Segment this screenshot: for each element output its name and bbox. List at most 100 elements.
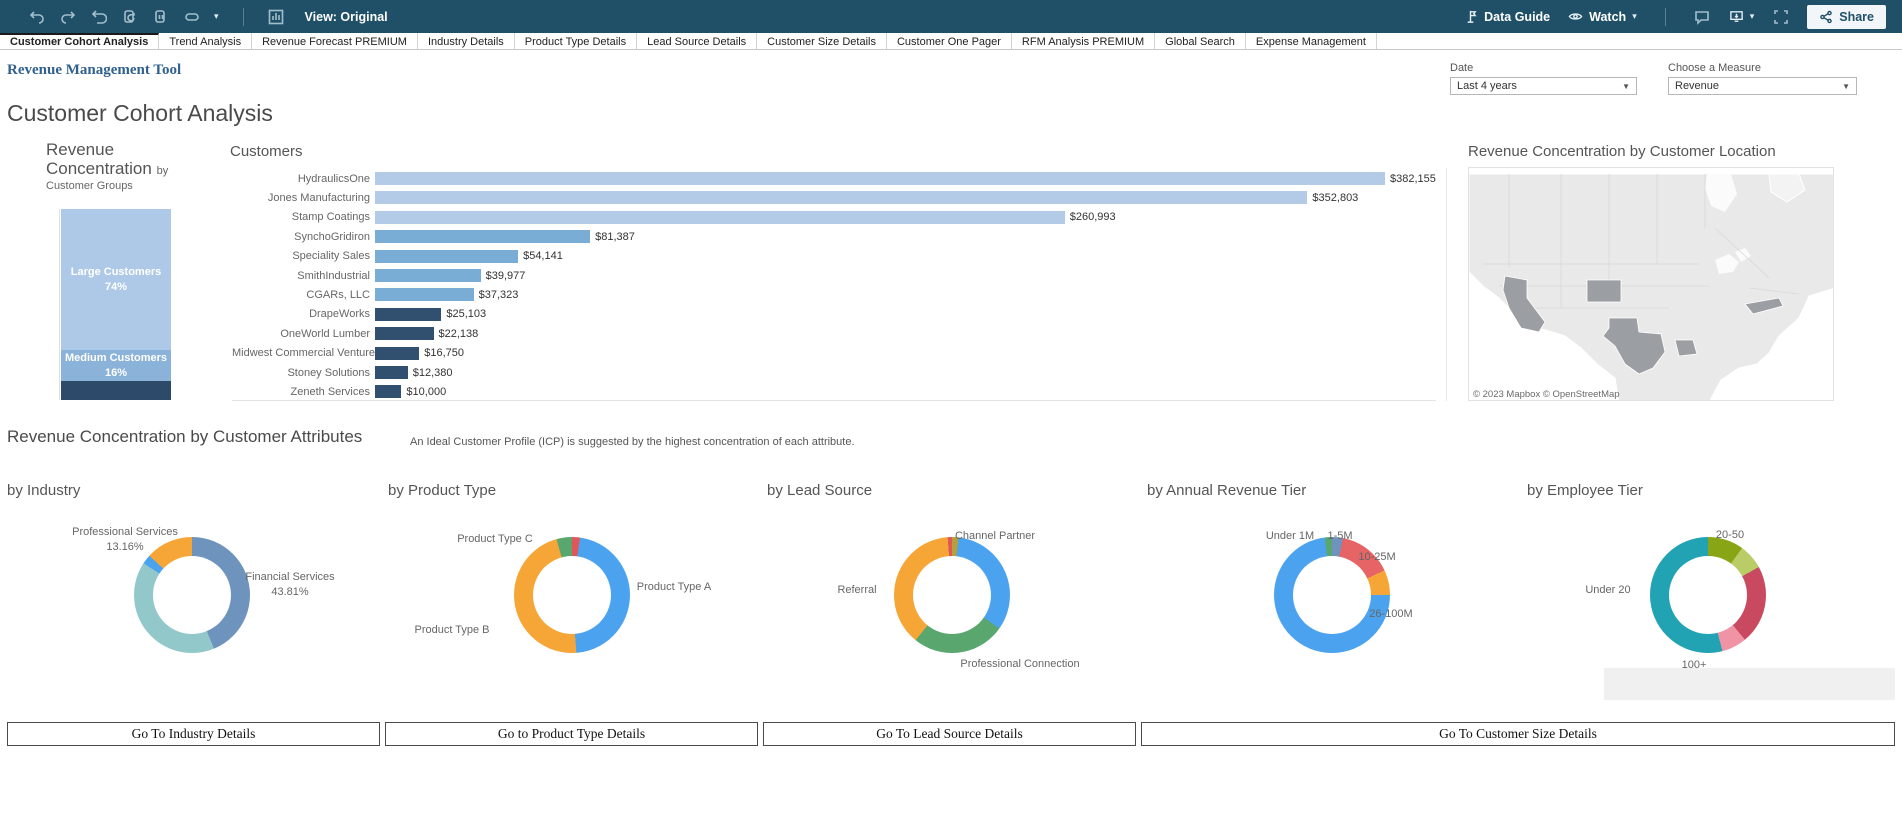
map-attribution: © 2023 Mapbox © OpenStreetMap bbox=[1473, 389, 1620, 400]
donut-hole bbox=[1293, 556, 1371, 634]
customer-label: DrapeWorks bbox=[309, 308, 370, 321]
customer-bar[interactable] bbox=[375, 249, 519, 263]
state-california bbox=[1502, 275, 1546, 333]
donut-title-donut-annual-revenue-tier: by Annual Revenue Tier bbox=[1147, 482, 1307, 499]
tab-industry-details[interactable]: Industry Details bbox=[418, 33, 515, 49]
download-icon bbox=[1729, 11, 1743, 22]
share-button[interactable]: Share bbox=[1807, 4, 1886, 29]
donut-label: Product Type A bbox=[636, 581, 712, 593]
donut-label: Product Type B bbox=[414, 624, 490, 636]
hover-highlight-strip bbox=[1604, 668, 1895, 700]
donut-label: Under 1M bbox=[1265, 530, 1315, 542]
donut-title-donut-lead-source: by Lead Source bbox=[767, 482, 873, 499]
donut-lead-source[interactable] bbox=[894, 537, 1010, 653]
customer-location-map[interactable] bbox=[1468, 167, 1834, 401]
download-button[interactable]: ▾ bbox=[1729, 9, 1754, 24]
donut-label: Financial Services 43.81% bbox=[245, 571, 335, 598]
watch-button[interactable]: Watch ▾ bbox=[1568, 9, 1637, 24]
customer-value: $22,138 bbox=[438, 327, 479, 340]
caret-down-icon[interactable]: ▾ bbox=[214, 11, 219, 21]
customer-groups-stacked-bar[interactable]: Large Customers 74% Medium Customers 16% bbox=[61, 209, 171, 400]
tab-customer-size-details[interactable]: Customer Size Details bbox=[757, 33, 887, 49]
segment-large-customers[interactable]: Large Customers 74% bbox=[61, 209, 171, 351]
undo-icon[interactable] bbox=[28, 8, 45, 25]
fullscreen-icon[interactable] bbox=[1772, 8, 1789, 25]
donut-label: Under 20 bbox=[1585, 584, 1631, 596]
donut-label: 100+ bbox=[1681, 659, 1707, 671]
customer-label: SynchoGridiron bbox=[294, 230, 370, 243]
donut-employee-tier[interactable] bbox=[1650, 537, 1766, 653]
refresh-data-icon[interactable] bbox=[121, 8, 138, 25]
segment-small-customers[interactable] bbox=[61, 380, 171, 400]
customer-bar[interactable] bbox=[375, 191, 1308, 205]
customer-row: OneWorld Lumber $22,138 bbox=[232, 324, 1436, 343]
share-icon bbox=[1820, 10, 1833, 23]
donut-label: Professional Connection bbox=[960, 658, 1080, 670]
donut-product-type[interactable] bbox=[514, 537, 630, 653]
toolbar-divider bbox=[242, 7, 244, 26]
tab-product-type-details[interactable]: Product Type Details bbox=[515, 33, 638, 49]
data-guide-button[interactable]: Data Guide bbox=[1463, 9, 1550, 24]
customer-bar[interactable] bbox=[375, 210, 1065, 224]
attributes-section-subtitle: An Ideal Customer Profile (ICP) is sugge… bbox=[410, 436, 855, 448]
customer-bar[interactable] bbox=[375, 172, 1385, 185]
sheet-tab-bar: Customer Cohort Analysis Trend Analysis Re… bbox=[0, 33, 1902, 50]
top-toolbar: ▾ View: Original Data Guide Watch ▾ ▾ Sha… bbox=[0, 0, 1902, 33]
nav-button-go-to-lead-source-details[interactable]: Go To Lead Source Details bbox=[763, 722, 1136, 746]
nav-button-go-to-industry-details[interactable]: Go To Industry Details bbox=[7, 722, 380, 746]
state-colorado bbox=[1586, 279, 1622, 303]
nav-button-go-to-product-type-details[interactable]: Go to Product Type Details bbox=[385, 722, 758, 746]
tab-trend-analysis[interactable]: Trend Analysis bbox=[159, 33, 253, 49]
revert-icon[interactable] bbox=[90, 8, 107, 25]
pause-data-icon[interactable] bbox=[152, 8, 169, 25]
customer-row: CGARs, LLC $37,323 bbox=[232, 285, 1436, 304]
more-pill-icon[interactable] bbox=[183, 8, 200, 25]
tab-customer-one-pager[interactable]: Customer One Pager bbox=[887, 33, 1012, 49]
landmass-shape bbox=[1469, 173, 1833, 400]
customer-bar[interactable] bbox=[375, 366, 408, 379]
tab-customer-cohort-analysis[interactable]: Customer Cohort Analysis bbox=[0, 33, 160, 49]
tab-rfm-analysis-premium[interactable]: RFM Analysis PREMIUM bbox=[1012, 33, 1156, 49]
customer-label: SmithIndustrial bbox=[297, 269, 370, 282]
donut-industry[interactable] bbox=[134, 537, 250, 653]
measure-filter: Choose a Measure Revenue ▼ bbox=[1668, 62, 1857, 95]
workbook-link[interactable]: Revenue Management Tool bbox=[7, 62, 182, 78]
map-title: Revenue Concentration by Customer Locati… bbox=[1468, 143, 1776, 160]
redo-icon[interactable] bbox=[59, 8, 76, 25]
customer-bar[interactable] bbox=[375, 346, 420, 360]
customer-bar[interactable] bbox=[375, 269, 481, 282]
tab-global-search[interactable]: Global Search bbox=[1155, 33, 1246, 49]
customer-value: $54,141 bbox=[523, 250, 563, 263]
measure-filter-select[interactable]: Revenue ▼ bbox=[1668, 77, 1857, 95]
customer-row: SynchoGridiron $81,387 bbox=[232, 227, 1436, 246]
customer-label: OneWorld Lumber bbox=[280, 327, 370, 340]
segment-medium-customers[interactable]: Medium Customers 16% bbox=[61, 350, 171, 381]
comments-icon[interactable] bbox=[1694, 8, 1711, 25]
customer-bar[interactable] bbox=[375, 230, 591, 244]
customer-bar[interactable] bbox=[375, 327, 434, 341]
customers-chart-title: Customers bbox=[230, 143, 303, 160]
customer-value: $37,323 bbox=[478, 288, 519, 301]
state-texas bbox=[1602, 317, 1666, 375]
donut-hole bbox=[913, 556, 991, 634]
tab-lead-source-details[interactable]: Lead Source Details bbox=[637, 33, 758, 49]
customer-row: Stoney Solutions $12,380 bbox=[232, 363, 1436, 382]
tab-revenue-forecast-premium[interactable]: Revenue Forecast PREMIUM bbox=[252, 33, 418, 49]
tab-expense-management[interactable]: Expense Management bbox=[1246, 33, 1377, 49]
customer-value: $260,993 bbox=[1069, 211, 1116, 224]
customer-label: Speciality Sales bbox=[292, 250, 370, 263]
date-filter-select[interactable]: Last 4 years ▼ bbox=[1450, 77, 1637, 95]
customer-row: Jones Manufacturing $352,803 bbox=[232, 188, 1436, 207]
donut-annual-revenue-tier[interactable] bbox=[1274, 537, 1390, 653]
customer-bar[interactable] bbox=[375, 288, 474, 302]
customer-bar[interactable] bbox=[375, 307, 442, 321]
donut-label: 20-50 bbox=[1715, 529, 1745, 541]
date-filter: Date Last 4 years ▼ bbox=[1450, 62, 1637, 95]
nav-button-go-to-customer-size-details[interactable]: Go To Customer Size Details bbox=[1141, 722, 1895, 746]
customer-label: Stamp Coatings bbox=[291, 211, 370, 224]
data-guide-icon bbox=[1467, 10, 1477, 23]
customer-label: HydraulicsOne bbox=[297, 172, 370, 185]
chevron-down-icon: ▼ bbox=[1622, 81, 1630, 91]
eye-icon bbox=[1568, 13, 1583, 20]
customer-bar[interactable] bbox=[375, 385, 402, 399]
